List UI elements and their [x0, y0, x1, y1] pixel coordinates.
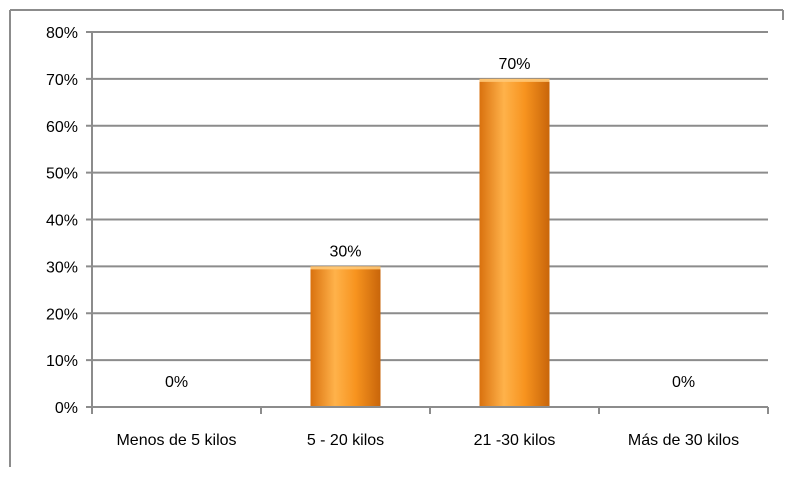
- y-tick-labels: 0% 10% 20% 30% 40% 50% 60% 70% 80%: [46, 25, 78, 417]
- y-tick-label: 30%: [46, 259, 78, 276]
- data-label: 0%: [165, 374, 188, 391]
- bars: [310, 78, 550, 407]
- bar: [310, 266, 381, 407]
- x-tick-label: Menos de 5 kilos: [116, 432, 236, 449]
- x-tick-label: 21 -30 kilos: [474, 432, 556, 449]
- y-tick-label: 50%: [46, 166, 78, 183]
- bar-top-highlight: [310, 266, 381, 270]
- axes: [86, 31, 769, 414]
- data-label: 30%: [329, 243, 361, 260]
- y-tick-label: 20%: [46, 306, 78, 323]
- data-labels: 0% 30% 70% 0%: [165, 56, 695, 391]
- x-tick-label: 5 - 20 kilos: [307, 432, 384, 449]
- y-tick-label: 40%: [46, 213, 78, 230]
- y-tick-label: 60%: [46, 119, 78, 136]
- y-tick-label: 10%: [46, 353, 78, 370]
- x-tick-label: Más de 30 kilos: [628, 432, 739, 449]
- data-label: 70%: [498, 56, 530, 73]
- y-tick-label: 80%: [46, 25, 78, 42]
- y-tick-label: 0%: [55, 400, 78, 417]
- bar: [479, 78, 550, 407]
- data-label: 0%: [672, 374, 695, 391]
- x-tick-labels: Menos de 5 kilos 5 - 20 kilos 21 -30 kilos…: [116, 432, 739, 449]
- bar-top-highlight: [479, 78, 550, 82]
- gridlines: [92, 31, 768, 362]
- y-tick-label: 70%: [46, 72, 78, 89]
